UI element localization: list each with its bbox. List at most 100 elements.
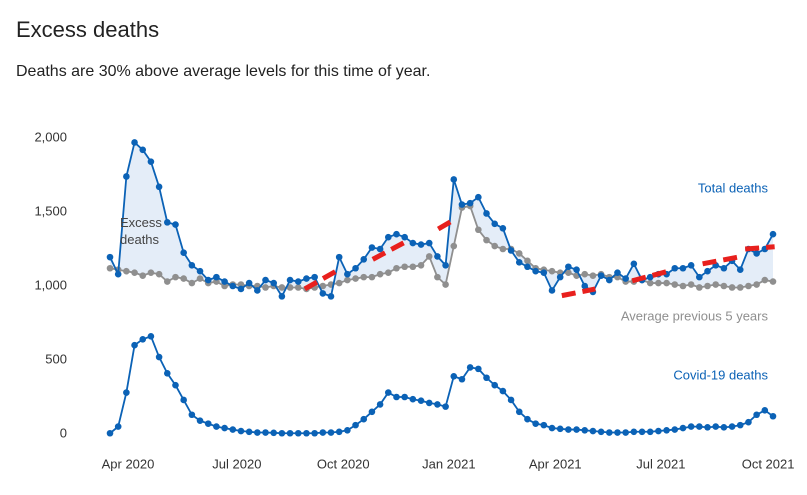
point xyxy=(409,395,417,403)
point xyxy=(270,429,278,437)
point xyxy=(614,429,621,436)
point xyxy=(646,279,654,287)
point xyxy=(417,397,425,405)
point xyxy=(728,284,736,291)
point xyxy=(483,374,490,382)
point xyxy=(213,273,220,281)
point xyxy=(335,428,343,436)
point xyxy=(237,427,245,435)
point xyxy=(565,426,572,433)
point xyxy=(180,249,187,256)
point xyxy=(254,429,261,436)
point xyxy=(262,284,269,291)
point xyxy=(319,282,327,290)
point xyxy=(409,239,417,247)
point xyxy=(753,411,760,419)
point xyxy=(687,261,695,269)
point xyxy=(655,279,662,287)
trend-line xyxy=(303,218,775,299)
series-label: Average previous 5 years xyxy=(621,308,769,323)
point xyxy=(524,263,531,271)
point xyxy=(655,427,662,435)
point xyxy=(425,399,433,407)
y-tick-label: 2,000 xyxy=(34,129,67,144)
point xyxy=(671,281,679,288)
point xyxy=(630,428,638,436)
point xyxy=(335,253,343,261)
point xyxy=(188,279,196,287)
point xyxy=(278,429,286,437)
point xyxy=(589,427,597,435)
point xyxy=(294,429,302,437)
point xyxy=(376,245,384,253)
point xyxy=(720,282,728,290)
point xyxy=(736,284,744,291)
point xyxy=(172,273,179,281)
point xyxy=(696,284,703,291)
point xyxy=(123,173,130,180)
point xyxy=(491,242,499,250)
point xyxy=(483,236,490,244)
point xyxy=(499,387,507,395)
point xyxy=(409,263,417,271)
point xyxy=(573,426,580,433)
point xyxy=(384,233,392,241)
point xyxy=(483,210,490,217)
point xyxy=(196,275,204,282)
point xyxy=(687,281,695,288)
point xyxy=(319,290,327,297)
point xyxy=(540,421,548,429)
point xyxy=(712,423,720,430)
point xyxy=(450,242,458,250)
x-tick-label: Jul 2020 xyxy=(212,456,261,471)
point xyxy=(589,272,597,279)
point xyxy=(630,260,638,268)
point xyxy=(311,273,318,281)
point xyxy=(139,146,147,154)
point xyxy=(761,276,769,284)
point xyxy=(736,266,744,274)
point xyxy=(352,275,359,282)
y-tick-label: 1,500 xyxy=(34,203,67,218)
point xyxy=(475,193,482,201)
point xyxy=(360,415,368,423)
point xyxy=(663,279,670,287)
point xyxy=(262,429,269,436)
point xyxy=(114,423,122,430)
point xyxy=(491,220,499,228)
point xyxy=(753,281,760,288)
point xyxy=(425,239,433,247)
point xyxy=(245,428,253,436)
point xyxy=(262,276,269,284)
point xyxy=(368,408,376,416)
point xyxy=(507,396,515,404)
point xyxy=(294,278,302,285)
point xyxy=(368,244,376,251)
point xyxy=(237,285,245,293)
point xyxy=(131,139,138,146)
point xyxy=(401,233,408,241)
point xyxy=(180,275,187,282)
point xyxy=(515,408,523,416)
x-tick-label: Apr 2021 xyxy=(529,456,582,471)
point xyxy=(425,253,433,260)
point xyxy=(114,270,122,278)
point xyxy=(229,426,237,433)
y-tick-label: 0 xyxy=(60,425,67,440)
point xyxy=(475,365,482,373)
point xyxy=(646,273,654,281)
point xyxy=(638,428,646,436)
point xyxy=(728,423,736,430)
point xyxy=(401,393,408,401)
point xyxy=(172,381,179,389)
chart-subtitle: Deaths are 30% above average levels for … xyxy=(16,63,430,80)
point xyxy=(335,279,343,287)
point xyxy=(515,259,523,266)
point xyxy=(573,266,580,274)
point xyxy=(548,267,556,275)
point xyxy=(286,276,294,284)
point xyxy=(106,429,114,437)
point xyxy=(736,421,744,429)
point xyxy=(450,176,458,183)
